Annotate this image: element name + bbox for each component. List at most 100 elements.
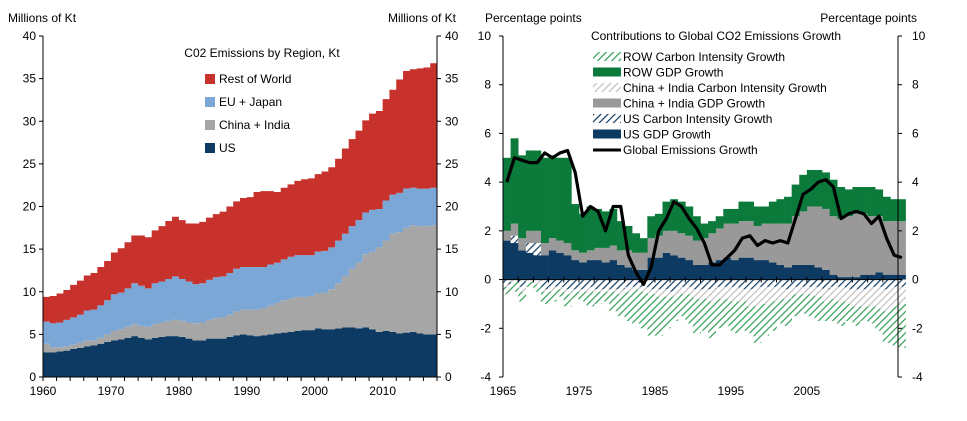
global-emissions-line-layer: [505, 148, 903, 287]
bar-us-carbon-intensity-growth: [685, 279, 694, 287]
bar-row-gdp-growth: [753, 206, 762, 226]
bar-us-carbon-intensity-growth: [799, 279, 808, 287]
legend-label-china-india: China + India: [219, 118, 290, 132]
bar-row-gdp-growth: [510, 138, 519, 224]
bar-china-india-carbon-intensity-growth: [609, 289, 618, 292]
bar-us-carbon-intensity-growth: [837, 279, 846, 287]
bar-china-india-carbon-intensity-growth: [776, 286, 785, 300]
left-ytick-label-right: 20: [445, 200, 459, 214]
bar-us-gdp-growth: [586, 260, 595, 280]
bar-us-gdp-growth: [639, 269, 648, 280]
bar-row-gdp-growth: [708, 221, 716, 234]
bar-row-gdp-growth: [586, 206, 595, 251]
bar-row-carbon-intensity-growth: [738, 301, 747, 331]
bar-row-gdp-growth: [647, 216, 656, 239]
left-ytick-label: 40: [23, 29, 37, 43]
bar-china-india-gdp-growth: [563, 243, 572, 256]
bar-row-gdp-growth: [609, 208, 618, 246]
bar-china-india-carbon-intensity-growth: [503, 284, 511, 287]
bar-china-india-carbon-intensity-growth: [791, 286, 800, 295]
bar-china-india-carbon-intensity-growth: [632, 286, 641, 290]
bar-us-carbon-intensity-growth: [852, 279, 861, 290]
bar-row-gdp-growth: [882, 196, 891, 222]
bar-china-india-carbon-intensity-growth: [685, 286, 694, 295]
bar-row-carbon-intensity-growth: [708, 301, 716, 339]
bar-row-gdp-growth: [776, 199, 785, 224]
bar-us-gdp-growth: [860, 274, 868, 280]
bar-china-india-gdp-growth: [677, 233, 686, 258]
bar-china-india-carbon-intensity-growth: [708, 289, 716, 302]
left-legend: Rest of World EU + Japan China + India US: [205, 72, 291, 155]
right-axes: -4 -4 -2 -2 0 0 2 2 4 4 6 6 8 8 10 10 1965 1975 1985 1995 20…: [478, 29, 926, 398]
bar-china-india-carbon-intensity-growth: [601, 289, 610, 292]
bar-china-india-gdp-growth: [723, 223, 732, 258]
bar-row-gdp-growth: [571, 204, 580, 251]
legend-swatch-row-carbon-intensity-growth: [593, 52, 621, 61]
emissions-by-region-chart: Millions of Kt Millions of Kt C02 Emissi…: [8, 11, 459, 398]
bar-us-carbon-intensity-growth: [503, 279, 511, 285]
right-ytick-label-right: 8: [912, 78, 919, 92]
bar-china-india-gdp-growth: [632, 252, 641, 270]
bar-us-carbon-intensity-growth: [753, 279, 762, 287]
bar-us-carbon-intensity-growth: [563, 279, 572, 290]
left-ytick-label-right: 10: [445, 285, 459, 299]
bar-us-gdp-growth: [563, 255, 572, 280]
bar-row-gdp-growth: [768, 201, 777, 224]
bar-us-carbon-intensity-growth: [784, 279, 792, 290]
bar-us-gdp-growth: [594, 260, 603, 280]
bar-row-gdp-growth: [677, 201, 686, 234]
bar-china-india-gdp-growth: [510, 223, 519, 236]
bar-row-carbon-intensity-growth: [609, 291, 618, 312]
legend-swatch-us-gdp-growth: [593, 129, 621, 139]
left-ytick-label-right: 40: [445, 29, 459, 43]
bar-us-gdp-growth: [784, 267, 792, 280]
bar-us-carbon-intensity-growth: [791, 279, 800, 287]
area-us: [43, 327, 437, 377]
bar-us-carbon-intensity-growth: [746, 279, 754, 290]
legend-swatch-us: [205, 143, 215, 153]
bar-row-gdp-growth: [700, 223, 709, 239]
bar-us-carbon-intensity-growth: [860, 279, 868, 290]
bar-row-gdp-growth: [670, 199, 679, 231]
left-ytick-label: 10: [23, 285, 37, 299]
bar-row-carbon-intensity-growth: [632, 289, 641, 324]
bar-china-india-carbon-intensity-growth: [548, 286, 557, 292]
bar-china-india-gdp-growth: [503, 230, 511, 241]
bar-us-gdp-growth: [898, 274, 906, 280]
bar-row-gdp-growth: [791, 184, 800, 217]
legend-swatch-eu-japan: [205, 97, 215, 107]
left-ytick-label: 30: [23, 114, 37, 128]
bar-us-gdp-growth: [677, 257, 686, 280]
bar-china-india-carbon-intensity-growth: [852, 289, 861, 307]
bar-china-india-gdp-growth: [730, 223, 739, 261]
right-ytick-label: 8: [484, 78, 491, 92]
bar-china-india-carbon-intensity-growth: [594, 289, 603, 292]
bar-row-gdp-growth: [723, 208, 732, 224]
left-ytick-label-right: 0: [445, 370, 452, 384]
bar-china-india-carbon-intensity-growth: [647, 289, 656, 295]
legend-label-row-gdp-growth: ROW GDP Growth: [623, 66, 723, 80]
legend-label-us-gdp-growth: US GDP Growth: [623, 128, 711, 142]
bar-us-gdp-growth: [556, 252, 565, 280]
bar-us-carbon-intensity-growth: [601, 279, 610, 290]
bar-us-carbon-intensity-growth: [806, 279, 815, 287]
bar-us-gdp-growth: [844, 277, 853, 280]
bar-us-carbon-intensity-growth: [708, 279, 716, 290]
left-xtick-label: 1980: [166, 384, 193, 398]
bar-row-gdp-growth: [814, 169, 823, 207]
bar-china-india-gdp-growth: [776, 223, 785, 265]
legend-label-eu-japan: EU + Japan: [219, 95, 282, 109]
bar-row-carbon-intensity-growth: [533, 284, 542, 292]
bar-us-carbon-intensity-growth: [525, 243, 534, 253]
right-xtick-label: 1985: [642, 384, 669, 398]
bar-us-gdp-growth: [548, 250, 557, 280]
bar-row-carbon-intensity-growth: [556, 289, 565, 297]
bar-china-india-gdp-growth: [829, 216, 838, 275]
bar-us-carbon-intensity-growth: [654, 279, 663, 290]
bar-china-india-carbon-intensity-growth: [898, 286, 906, 304]
bar-row-carbon-intensity-growth: [723, 299, 732, 326]
bar-row-gdp-growth: [540, 157, 549, 244]
bar-us-carbon-intensity-growth: [556, 279, 565, 287]
bar-us-carbon-intensity-growth: [723, 279, 732, 287]
